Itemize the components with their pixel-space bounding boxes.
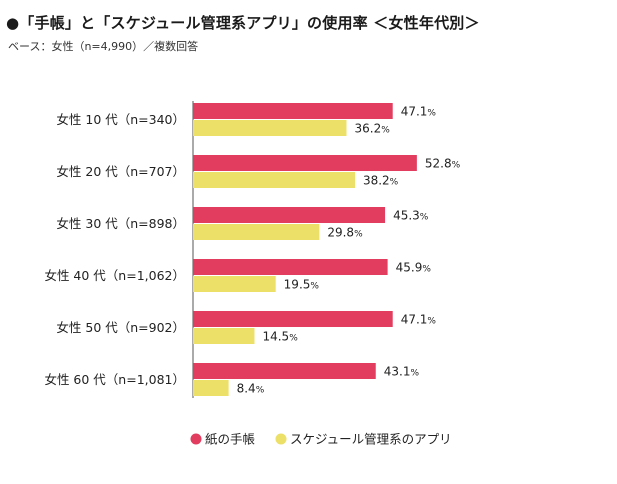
bar-schedule-app: [193, 380, 229, 396]
legend-marker-schedule-app: [275, 433, 287, 445]
data-label: 43.1%: [384, 365, 420, 379]
legend-label: 紙の手帳: [205, 432, 255, 447]
data-label: 47.1%: [401, 105, 437, 119]
bar-schedule-app: [193, 328, 255, 344]
chart-title: ●「手帳」と「スケジュール管理系アプリ」の使用率 ＜女性年代別＞: [6, 14, 480, 32]
data-label: 36.2%: [354, 122, 390, 136]
bar-paper-planner: [193, 259, 388, 275]
category-label: 女性 50 代（n=902）: [56, 320, 185, 335]
bar-schedule-app: [193, 276, 276, 292]
data-label: 47.1%: [401, 313, 437, 327]
bar-schedule-app: [193, 172, 355, 188]
data-label: 38.2%: [363, 174, 399, 188]
bar-paper-planner: [193, 207, 386, 223]
legend-label: スケジュール管理系のアプリ: [290, 432, 452, 447]
data-label: 52.8%: [425, 157, 461, 171]
bar-paper-planner: [193, 311, 393, 327]
chart-subtitle: ベース：女性（n=4,990）／複数回答: [8, 40, 199, 53]
category-label: 女性 10 代（n=340）: [56, 112, 185, 127]
category-label: 女性 60 代（n=1,081）: [44, 372, 185, 387]
data-label: 45.9%: [396, 261, 432, 275]
data-label: 19.5%: [284, 278, 320, 292]
bar-paper-planner: [193, 155, 417, 171]
legend-marker-paper-planner: [190, 433, 202, 445]
data-label: 45.3%: [393, 209, 429, 223]
bar-schedule-app: [193, 224, 320, 240]
category-label: 女性 40 代（n=1,062）: [44, 268, 185, 283]
category-label: 女性 20 代（n=707）: [56, 164, 185, 179]
data-label: 14.5%: [262, 330, 298, 344]
data-label: 29.8%: [327, 226, 363, 240]
bar-schedule-app: [193, 120, 347, 136]
bar-paper-planner: [193, 363, 376, 379]
bar-paper-planner: [193, 103, 393, 119]
data-label: 8.4%: [237, 382, 265, 396]
category-label: 女性 30 代（n=898）: [56, 216, 185, 231]
